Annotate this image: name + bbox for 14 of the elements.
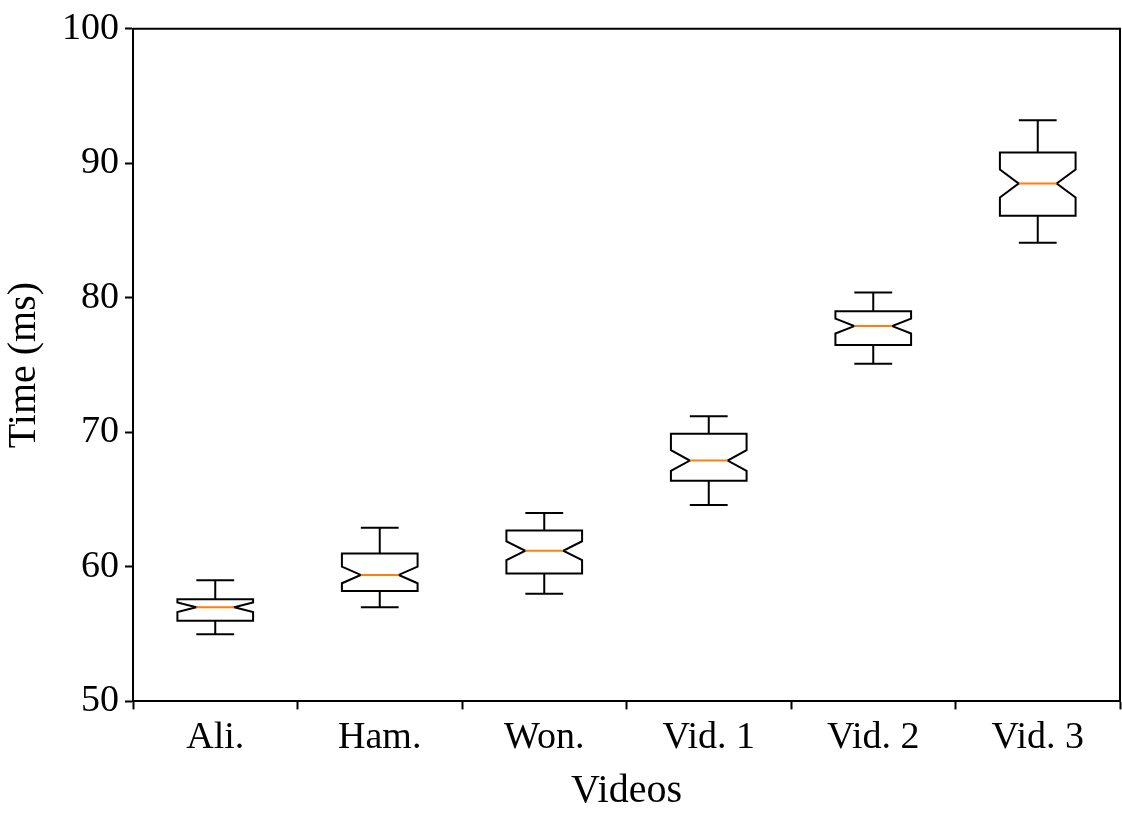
x-tick-label: Vid. 3 [991,714,1085,757]
y-tick-label: 80 [81,273,119,316]
y-tick-label: 100 [62,4,119,47]
x-axis-title: Videos [571,765,682,811]
y-tick-label: 60 [81,542,119,585]
x-tick-label: Vid. 1 [662,714,756,757]
x-tick-label: Vid. 2 [826,714,920,757]
x-tick-label: Won. [504,714,585,757]
y-axis-title: Time (ms) [0,281,44,449]
y-tick-label: 90 [81,139,119,182]
x-tick-label: Ham. [338,714,422,757]
y-tick-label: 50 [81,677,119,720]
x-tick-label: Ali. [186,714,245,757]
y-tick-label: 70 [81,408,119,451]
